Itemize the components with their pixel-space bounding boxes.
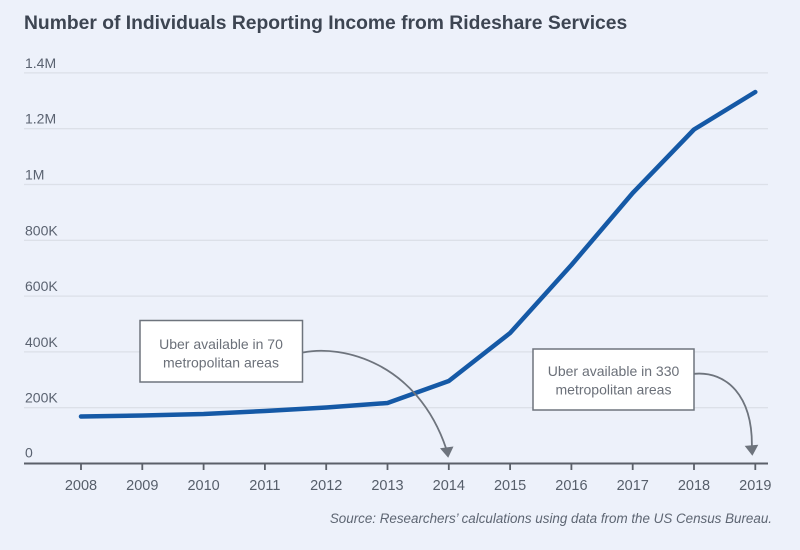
svg-text:1.2M: 1.2M [25, 111, 56, 127]
svg-text:2009: 2009 [126, 478, 158, 494]
svg-text:400K: 400K [25, 334, 58, 350]
svg-text:2012: 2012 [310, 478, 342, 494]
svg-text:2008: 2008 [65, 478, 97, 494]
svg-text:0: 0 [25, 445, 33, 461]
svg-text:2014: 2014 [433, 478, 465, 494]
svg-text:2018: 2018 [678, 478, 710, 494]
svg-text:2011: 2011 [249, 478, 280, 494]
svg-text:2015: 2015 [494, 478, 526, 494]
svg-text:Uber available in 70: Uber available in 70 [159, 336, 283, 352]
svg-text:Uber available in 330: Uber available in 330 [548, 363, 680, 379]
svg-text:2013: 2013 [371, 478, 403, 494]
svg-text:2010: 2010 [187, 478, 219, 494]
svg-text:800K: 800K [25, 222, 58, 238]
svg-text:metropolitan areas: metropolitan areas [163, 355, 279, 371]
svg-text:1.4M: 1.4M [25, 55, 56, 71]
svg-text:600K: 600K [25, 278, 58, 294]
svg-text:2016: 2016 [555, 478, 587, 494]
svg-text:1M: 1M [25, 167, 44, 183]
svg-text:metropolitan areas: metropolitan areas [556, 382, 672, 398]
svg-text:200K: 200K [25, 390, 58, 406]
svg-text:2019: 2019 [739, 478, 771, 494]
svg-text:Source: Researchers’ calculati: Source: Researchers’ calculations using … [330, 511, 772, 526]
svg-text:Number of Individuals Reportin: Number of Individuals Reporting Income f… [24, 13, 627, 34]
svg-text:2017: 2017 [617, 478, 649, 494]
